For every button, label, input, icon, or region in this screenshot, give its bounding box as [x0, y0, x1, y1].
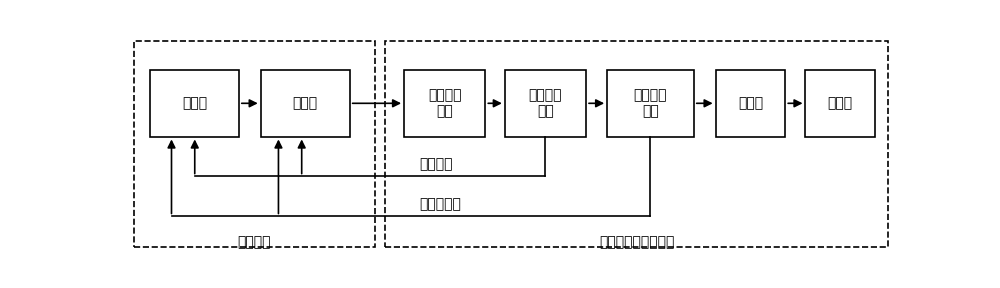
Text: 上位机: 上位机 [828, 96, 853, 110]
Text: 功率仿真
模块: 功率仿真 模块 [428, 88, 461, 118]
Bar [716, 70, 785, 137]
Bar [505, 70, 586, 137]
Text: 控制器: 控制器 [182, 96, 207, 110]
Text: 编码器信号: 编码器信号 [420, 197, 461, 211]
Bar [261, 70, 350, 137]
Bar [150, 70, 239, 137]
Text: 工控机: 工控机 [738, 96, 763, 110]
Text: 信号处理
模块: 信号处理 模块 [634, 88, 667, 118]
Bar [607, 70, 694, 137]
Text: 电子学仿真测试系统: 电子学仿真测试系统 [599, 235, 674, 249]
Bar [134, 41, 375, 247]
Text: 被测系统: 被测系统 [238, 235, 271, 249]
Text: 霍尔信号: 霍尔信号 [420, 157, 453, 171]
Text: 信号采集
模块: 信号采集 模块 [529, 88, 562, 118]
Bar [385, 41, 888, 247]
Bar [805, 70, 875, 137]
Text: 驱动器: 驱动器 [293, 96, 318, 110]
Bar [404, 70, 485, 137]
